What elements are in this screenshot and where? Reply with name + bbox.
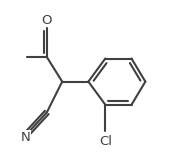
Text: N: N xyxy=(20,131,30,144)
Text: O: O xyxy=(41,14,52,26)
Text: Cl: Cl xyxy=(99,135,112,148)
